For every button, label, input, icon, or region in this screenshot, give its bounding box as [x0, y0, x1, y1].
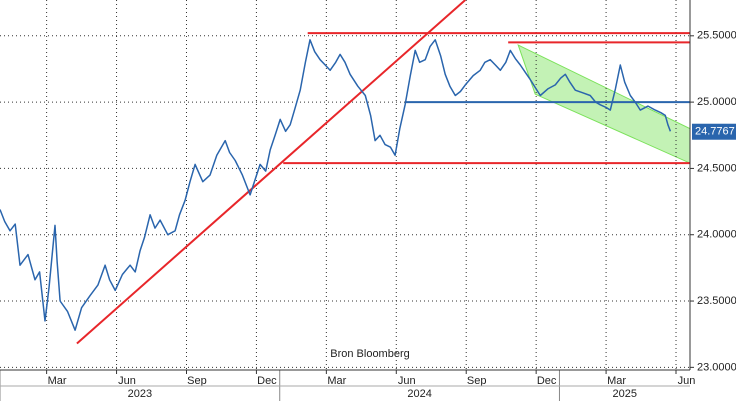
reference-line	[76, 0, 466, 345]
year-label: 2024	[407, 388, 431, 400]
x-tick-label: Sep	[467, 375, 487, 387]
last-value-label: 24.7767	[695, 126, 735, 138]
trend-channel	[517, 44, 690, 164]
x-tick-label: Mar	[607, 375, 626, 387]
x-tick-label: Dec	[537, 375, 557, 387]
plot-area	[0, 0, 690, 370]
last-value-box	[692, 123, 736, 140]
year-label: 2025	[612, 388, 636, 400]
source-note: Bron Bloomberg	[330, 348, 410, 360]
year-label: 2023	[128, 388, 152, 400]
x-tick-label: Jun	[118, 375, 136, 387]
x-tick-label: Dec	[257, 375, 277, 387]
y-tick-label: 24.5000	[697, 162, 736, 174]
y-tick-label: 23.0000	[697, 361, 736, 373]
y-tick-label: 24.0000	[697, 229, 736, 241]
x-tick-label: Jun	[398, 375, 416, 387]
y-tick-label: 23.5000	[697, 295, 736, 307]
y-tick-label: 25.0000	[697, 96, 736, 108]
y-tick-label: 25.5000	[697, 30, 736, 42]
x-tick-label: Mar	[48, 375, 67, 387]
x-tick-label: Sep	[187, 375, 207, 387]
x-tick-label: Jun	[678, 375, 696, 387]
price-line	[0, 39, 672, 331]
x-tick-label: Mar	[327, 375, 346, 387]
